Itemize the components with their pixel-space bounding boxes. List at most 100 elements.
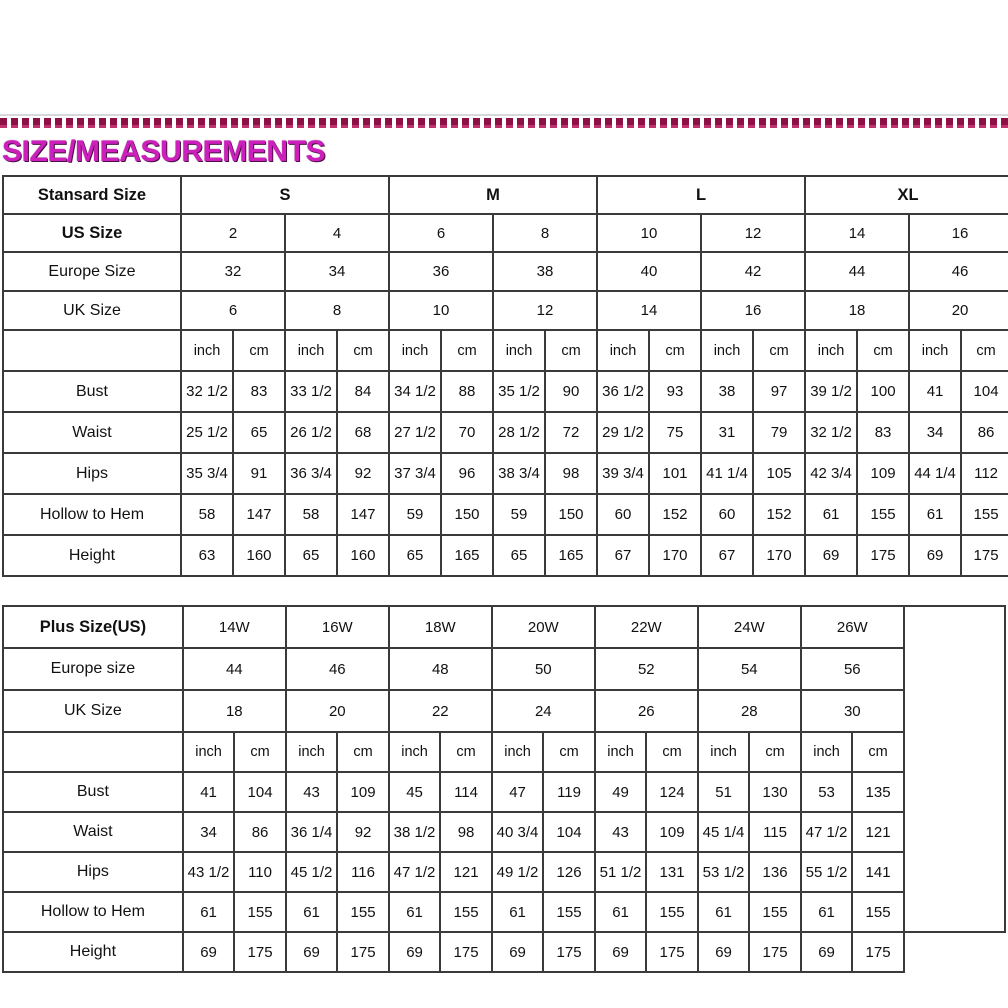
plus-row-label-waist: Waist (2, 811, 184, 853)
plus-cell-europe-4: 52 (593, 647, 699, 691)
cell-uk-size-4: 14 (596, 290, 703, 331)
cell-europe-size-1: 34 (283, 251, 391, 292)
cell-hips-2: 36 3/4 (284, 452, 338, 495)
table-row-hips: Hips 35 3/4 91 36 3/4 92 37 3/4 96 38 3/… (2, 452, 1008, 495)
standard-size-label: Stansard Size (2, 175, 182, 215)
unit-cell-14: inch (908, 329, 963, 372)
plus-size-20w: 20W (490, 605, 596, 649)
cell-height-2: 65 (284, 534, 338, 577)
plus-cell-uk-5: 28 (696, 689, 802, 733)
plus-unit-cell-8: inch (593, 731, 648, 773)
cell-hips-7: 98 (544, 452, 599, 495)
plus-cell-bust-5: 114 (439, 771, 493, 813)
cell-waist-9: 75 (648, 411, 703, 454)
plus-cell-hips-9: 131 (645, 851, 699, 893)
cell-us-size-0: 2 (180, 213, 286, 253)
plus-cell-waist-9: 109 (645, 811, 699, 853)
plus-cell-height-4: 69 (387, 931, 442, 973)
cell-uk-size-2: 10 (388, 290, 495, 331)
plus-cell-waist-12: 47 1/2 (799, 811, 854, 853)
cell-uk-size-1: 8 (283, 290, 391, 331)
cell-hollow-9: 152 (648, 493, 703, 536)
plus-table-row-units: inch cm inch cm inch cm inch cm inch cm … (2, 731, 1005, 773)
unit-cell-13: cm (856, 329, 911, 372)
plus-cell-europe-0: 44 (181, 647, 287, 691)
cell-us-size-3: 8 (492, 213, 599, 253)
plus-unit-cell-4: inch (387, 731, 442, 773)
plus-cell-height-0: 69 (181, 931, 236, 973)
cell-height-14: 69 (908, 534, 963, 577)
plus-cell-bust-0: 41 (181, 771, 236, 813)
plus-cell-waist-2: 36 1/4 (284, 811, 339, 853)
plus-cell-hips-3: 116 (336, 851, 390, 893)
plus-cell-height-10: 69 (696, 931, 751, 973)
cell-bust-14: 41 (908, 370, 963, 413)
cell-hollow-8: 60 (596, 493, 651, 536)
plus-cell-height-7: 175 (542, 931, 596, 973)
plus-size-22w: 22W (593, 605, 699, 649)
table-gap (0, 577, 1008, 605)
plus-cell-hollow-7: 155 (542, 891, 596, 933)
plus-cell-hips-4: 47 1/2 (387, 851, 442, 893)
plus-row-label-hollow-to-hem: Hollow to Hem (2, 891, 184, 933)
cell-hips-14: 44 1/4 (908, 452, 963, 495)
cell-hips-13: 109 (856, 452, 911, 495)
unit-cell-8: inch (596, 329, 651, 372)
cell-height-1: 160 (232, 534, 286, 577)
title-container: SIZE/MEASUREMENTS (0, 128, 1008, 175)
plus-unit-cell-13: cm (851, 731, 905, 773)
plus-cell-waist-8: 43 (593, 811, 648, 853)
plus-cell-hips-6: 49 1/2 (490, 851, 545, 893)
size-group-s: S (179, 175, 391, 215)
cell-hollow-12: 61 (804, 493, 859, 536)
cell-waist-7: 72 (544, 411, 599, 454)
cell-height-13: 175 (856, 534, 911, 577)
cell-bust-7: 90 (544, 370, 599, 413)
plus-cell-hips-12: 55 1/2 (799, 851, 854, 893)
cell-height-9: 170 (648, 534, 703, 577)
size-group-m: M (388, 175, 599, 215)
cell-hollow-4: 59 (388, 493, 443, 536)
cell-height-11: 170 (752, 534, 807, 577)
plus-cell-bust-11: 130 (748, 771, 802, 813)
cell-europe-size-6: 44 (804, 251, 911, 292)
plus-cell-waist-3: 92 (336, 811, 390, 853)
unit-cell-9: cm (648, 329, 703, 372)
plus-cell-hollow-9: 155 (645, 891, 699, 933)
plus-cell-hollow-10: 61 (696, 891, 751, 933)
unit-cell-7: cm (544, 329, 599, 372)
cell-europe-size-2: 36 (388, 251, 495, 292)
plus-size-label: Plus Size(US) (2, 605, 184, 649)
cell-bust-8: 36 1/2 (596, 370, 651, 413)
plus-cell-europe-3: 50 (490, 647, 596, 691)
plus-cell-europe-1: 46 (284, 647, 390, 691)
cell-hips-8: 39 3/4 (596, 452, 651, 495)
size-group-l: L (596, 175, 807, 215)
plus-cell-bust-10: 51 (696, 771, 751, 813)
plus-table-empty-column (902, 605, 1007, 933)
plus-cell-hollow-1: 155 (233, 891, 287, 933)
dashed-magenta-divider (0, 118, 1008, 125)
cell-hollow-2: 58 (284, 493, 338, 536)
plus-unit-cell-10: inch (696, 731, 751, 773)
unit-cell-11: cm (752, 329, 807, 372)
cell-height-6: 65 (492, 534, 547, 577)
cell-height-10: 67 (700, 534, 755, 577)
table-row-us-size: US Size 2 4 6 8 10 12 14 16 (2, 213, 1008, 253)
table-row-bust: Bust 32 1/2 83 33 1/2 84 34 1/2 88 35 1/… (2, 370, 1008, 413)
table-row-europe-size: Europe Size 32 34 36 38 40 42 44 46 (2, 251, 1008, 292)
plus-cell-hips-7: 126 (542, 851, 596, 893)
plus-table-row-header: Plus Size(US) 14W 16W 18W 20W 22W 24W 26… (2, 605, 1007, 933)
cell-waist-0: 25 1/2 (180, 411, 234, 454)
cell-bust-4: 34 1/2 (388, 370, 443, 413)
plus-cell-height-3: 175 (336, 931, 390, 973)
cell-uk-size-7: 20 (908, 290, 1008, 331)
cell-hollow-6: 59 (492, 493, 547, 536)
plus-table-row-hips: Hips 43 1/2 110 45 1/2 116 47 1/2 121 49… (2, 851, 1005, 893)
cell-hollow-10: 60 (700, 493, 755, 536)
plus-cell-hollow-12: 61 (799, 891, 854, 933)
cell-us-size-4: 10 (596, 213, 703, 253)
cell-bust-0: 32 1/2 (180, 370, 234, 413)
size-group-xl: XL (804, 175, 1008, 215)
cell-uk-size-0: 6 (180, 290, 286, 331)
